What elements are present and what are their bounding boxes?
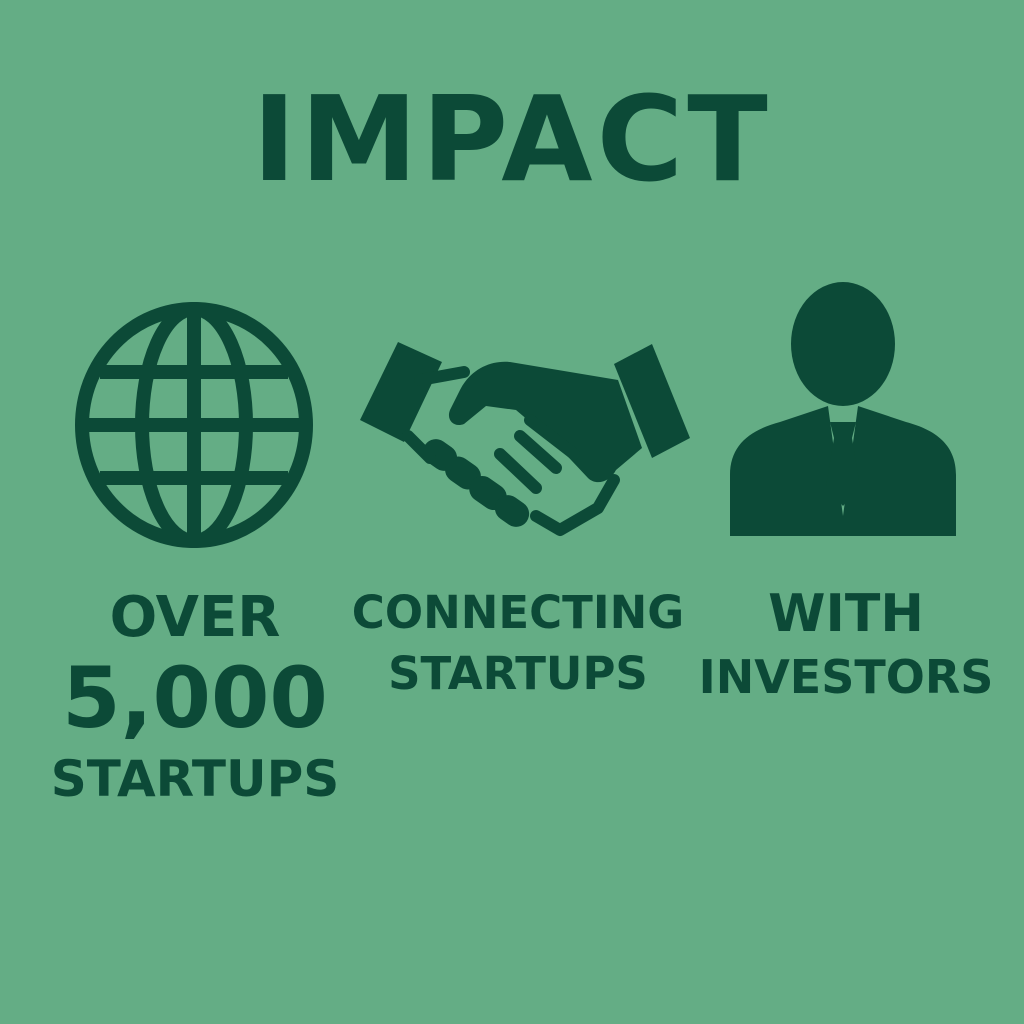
- label-line-connecting: CONNECTING: [351, 586, 685, 639]
- label-line-count: 5,000: [62, 649, 328, 747]
- label-line-startups: STARTUPS: [388, 647, 648, 700]
- label-line-startups: STARTUPS: [50, 750, 340, 808]
- handshake-icon: [360, 340, 690, 545]
- globe-icon: [74, 300, 314, 550]
- label-line-over: OVER: [109, 585, 281, 650]
- stat-connecting: CONNECTING STARTUPS: [350, 590, 686, 696]
- page-title: IMPACT: [252, 70, 772, 208]
- stat-startups-count: OVER 5,000 STARTUPS: [40, 585, 350, 808]
- businessman-icon: [730, 280, 960, 540]
- label-line-with: WITH: [768, 584, 924, 644]
- stat-investors: WITH INVESTORS: [696, 588, 996, 700]
- label-line-investors: INVESTORS: [698, 650, 994, 704]
